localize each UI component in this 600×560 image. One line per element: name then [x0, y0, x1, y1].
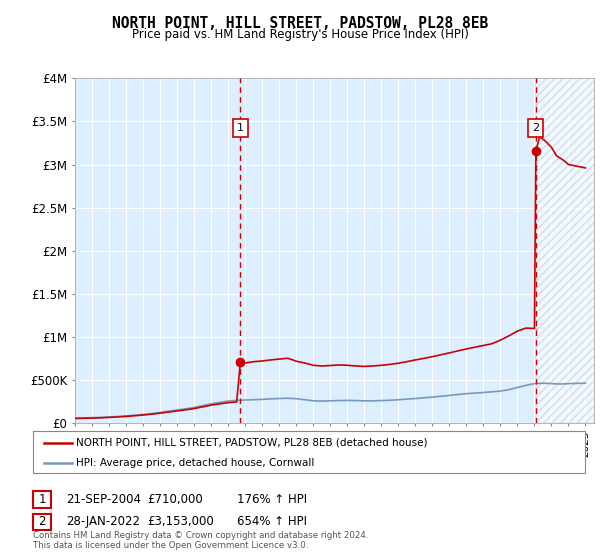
Text: 176% ↑ HPI: 176% ↑ HPI — [237, 493, 307, 506]
Text: Contains HM Land Registry data © Crown copyright and database right 2024.
This d: Contains HM Land Registry data © Crown c… — [33, 530, 368, 550]
Text: Price paid vs. HM Land Registry's House Price Index (HPI): Price paid vs. HM Land Registry's House … — [131, 28, 469, 41]
Text: 1: 1 — [38, 493, 46, 506]
Text: HPI: Average price, detached house, Cornwall: HPI: Average price, detached house, Corn… — [76, 458, 314, 468]
Text: 1: 1 — [237, 123, 244, 133]
Text: £710,000: £710,000 — [147, 493, 203, 506]
Text: 2: 2 — [38, 515, 46, 529]
Text: NORTH POINT, HILL STREET, PADSTOW, PL28 8EB (detached house): NORTH POINT, HILL STREET, PADSTOW, PL28 … — [76, 438, 428, 448]
Text: 654% ↑ HPI: 654% ↑ HPI — [237, 515, 307, 529]
Text: NORTH POINT, HILL STREET, PADSTOW, PL28 8EB: NORTH POINT, HILL STREET, PADSTOW, PL28 … — [112, 16, 488, 31]
Text: 21-SEP-2004: 21-SEP-2004 — [66, 493, 141, 506]
Text: 2: 2 — [532, 123, 539, 133]
Text: 28-JAN-2022: 28-JAN-2022 — [66, 515, 140, 529]
Text: £3,153,000: £3,153,000 — [147, 515, 214, 529]
